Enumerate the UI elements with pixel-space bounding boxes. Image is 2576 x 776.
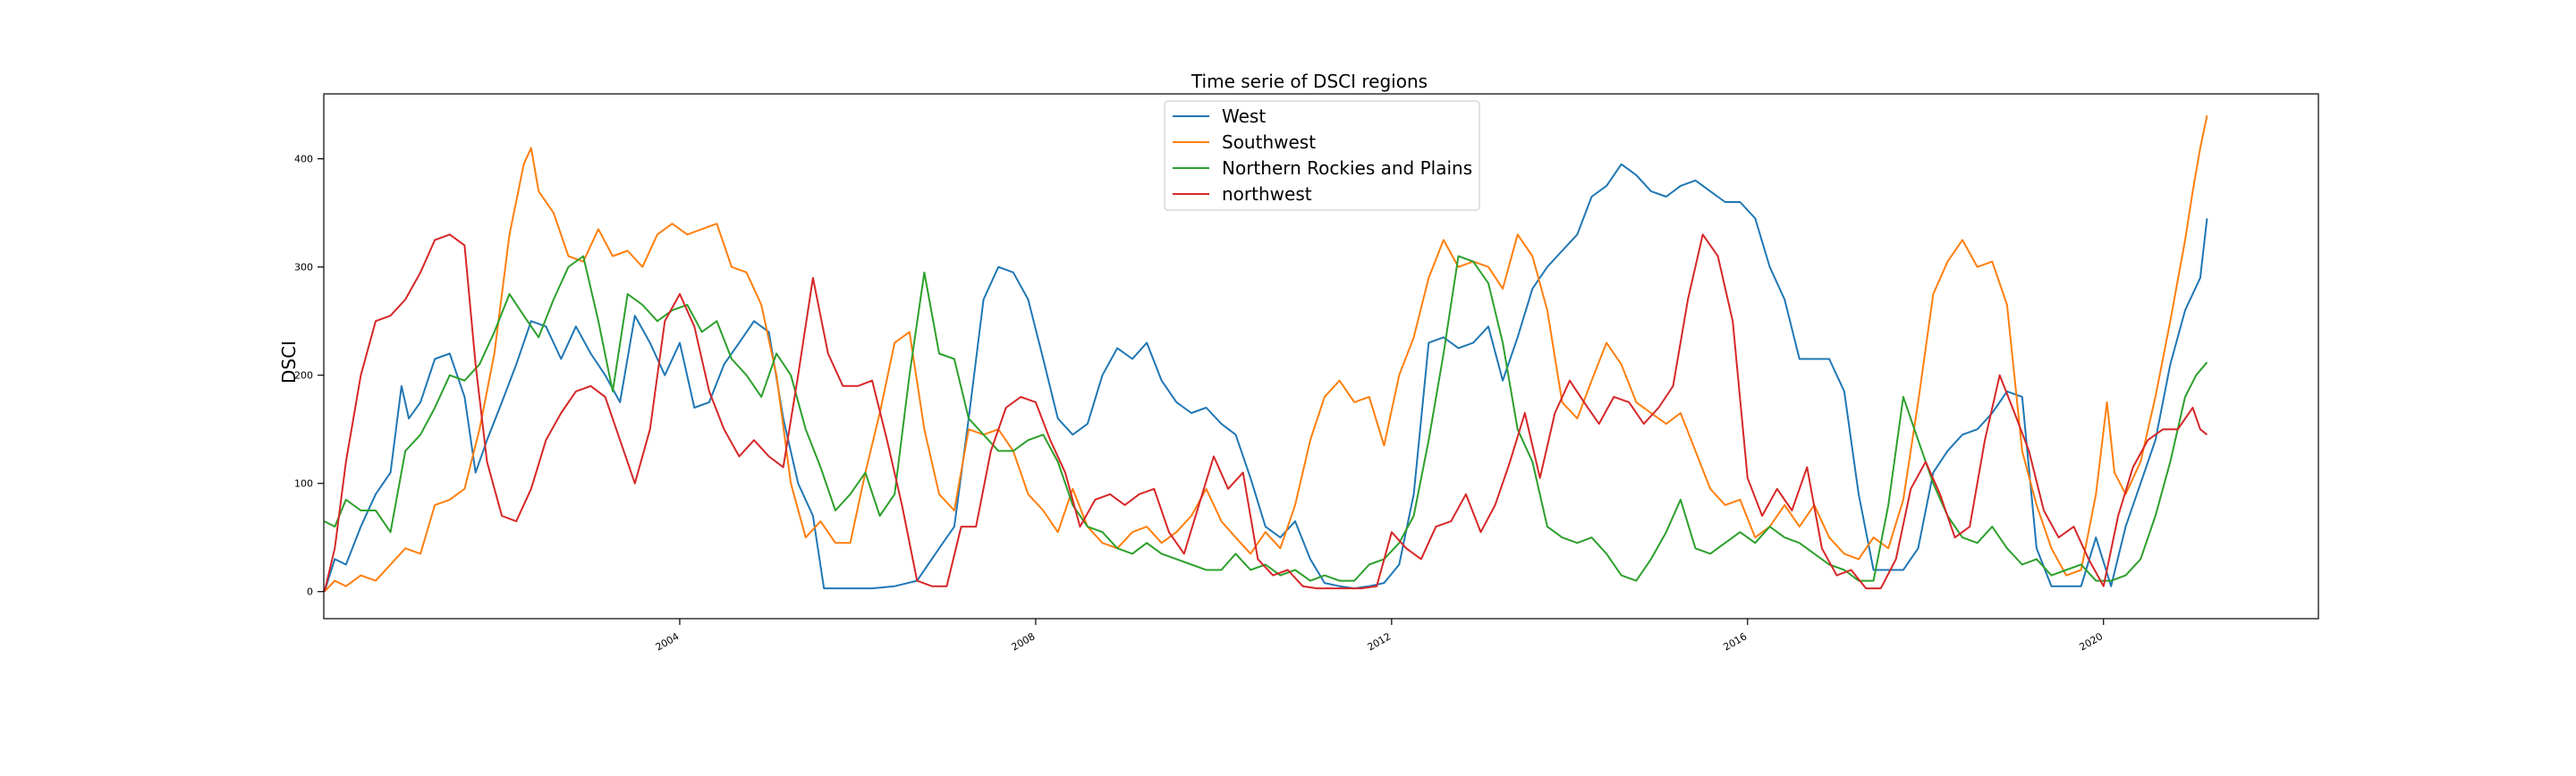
- y-axis-label: DSCI: [278, 341, 300, 384]
- legend-box: [1164, 100, 1480, 211]
- plot-frame: [323, 93, 2319, 620]
- y-tick-label: 0: [307, 586, 313, 598]
- series-line-3: [323, 233, 2208, 592]
- chart-title: Time serie of DSCI regions: [1191, 71, 1428, 92]
- legend-label-3: northwest: [1222, 183, 1312, 205]
- y-tick-label: 200: [294, 370, 313, 382]
- plot-area: [323, 94, 2318, 619]
- series-line-1: [324, 114, 2208, 593]
- y-tick-label: 400: [294, 154, 313, 165]
- legend-label-2: Northern Rockies and Plains: [1222, 157, 1472, 179]
- y-tick-label: 100: [294, 478, 313, 490]
- legend-label-0: West: [1222, 105, 1266, 127]
- legend: West Southwest Northern Rockies and Plains…: [1164, 100, 1480, 211]
- legend-label-1: Southwest: [1222, 131, 1316, 153]
- series-line-2: [324, 255, 2208, 582]
- y-tick-label: 300: [294, 262, 313, 274]
- series-line-0: [323, 163, 2208, 593]
